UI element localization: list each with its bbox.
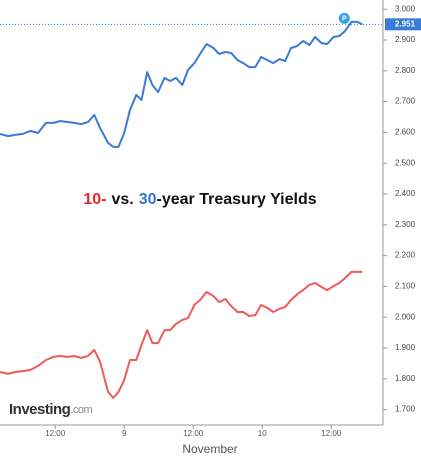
current-value-box [385, 18, 421, 31]
y-tick-label: 2.000 [395, 312, 416, 321]
x-tick-label: 10 [258, 429, 267, 438]
y-tick-label: 1.800 [395, 374, 416, 383]
y-tick-label: 2.100 [395, 282, 416, 291]
chart-title: 10- vs. 30-year Treasury Yields [83, 191, 316, 208]
y-tick-label: 2.200 [395, 251, 416, 260]
title-part: -year Treasury Yields [157, 191, 317, 208]
x-tick-label: 12:00 [183, 429, 204, 438]
y-tick-label: 1.900 [395, 343, 416, 352]
series-line [0, 270, 363, 399]
watermark-brand: Investing [9, 401, 71, 418]
watermark-suffix: .com [70, 404, 92, 416]
title-part: vs. [111, 191, 133, 208]
current-value-label: 2.951 [395, 19, 416, 28]
watermark: Investing.com [9, 401, 93, 418]
y-tick-label: 1.700 [395, 405, 416, 414]
series-line [0, 20, 363, 148]
badge [338, 12, 350, 24]
badge-label: P [342, 16, 347, 23]
y-tick-label: 2.300 [395, 220, 416, 229]
title-part: 10- [83, 191, 106, 208]
x-tick-label: 12:00 [45, 429, 66, 438]
y-tick-label: 2.500 [395, 158, 416, 167]
y-tick-label: 2.600 [395, 128, 416, 137]
y-tick-label: 2.800 [395, 66, 416, 75]
y-tick-label: 2.400 [395, 189, 416, 198]
x-axis-label: November [182, 442, 237, 456]
x-tick-label: 9 [122, 429, 127, 438]
title-part: 30 [139, 191, 157, 208]
y-tick-label: 2.900 [395, 35, 416, 44]
x-tick-label: 12:00 [321, 429, 342, 438]
y-tick-label: 3.000 [395, 4, 416, 13]
y-tick-label: 2.700 [395, 97, 416, 106]
